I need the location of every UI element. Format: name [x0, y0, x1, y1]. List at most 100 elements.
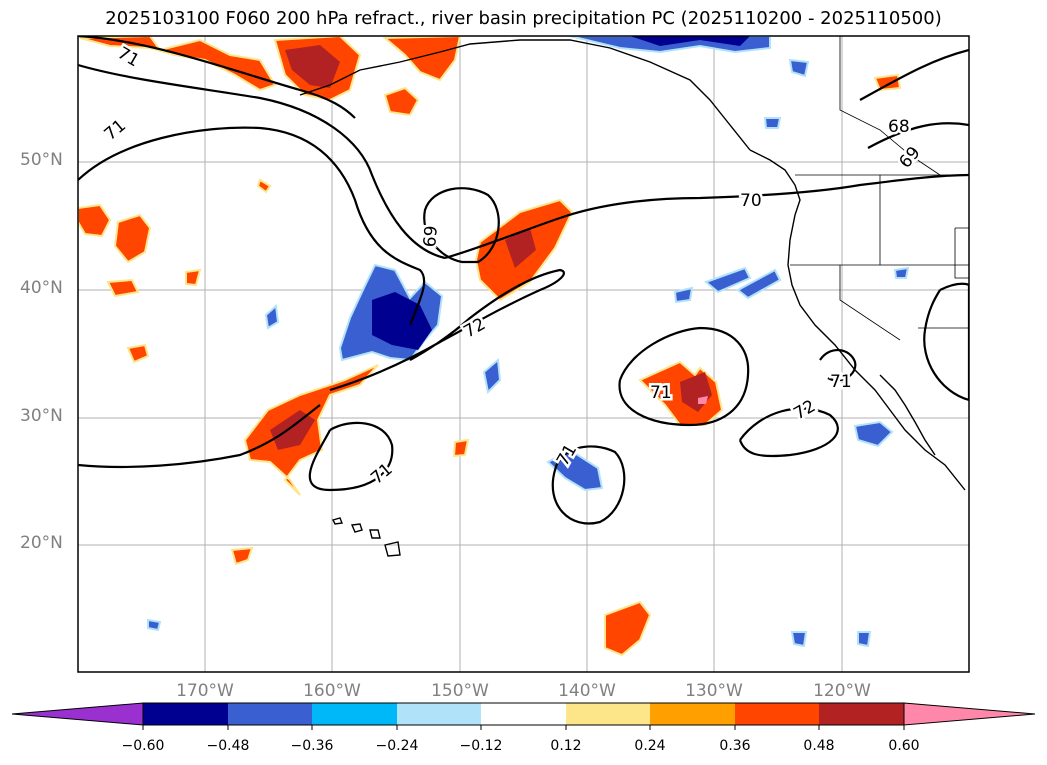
hawaii-islands [331, 517, 401, 557]
map-title: 2025103100 F060 200 hPa refract., river … [105, 8, 942, 29]
patch-pos-west-4 [126, 343, 150, 364]
colorbar-bin [566, 703, 650, 725]
patch-pos-northwest [79, 36, 277, 92]
colorbar-bin [228, 703, 312, 725]
patch-neg-small-2 [264, 303, 280, 330]
coast-alaska [299, 39, 751, 151]
colorbar-bin [312, 703, 397, 725]
contour-label: 68 [888, 117, 910, 137]
contour-69 [423, 187, 500, 264]
contour-72-east [738, 407, 839, 458]
colorbar-bin [735, 703, 819, 725]
coastlines [299, 39, 966, 557]
precip-positive-patches [78, 36, 902, 657]
border-alaska-canada [839, 36, 941, 176]
precip-negative-patches [147, 36, 910, 648]
lon-label-170w: 170°W [176, 681, 234, 701]
colorbar-bin [397, 703, 481, 725]
refractivity-contours [78, 36, 969, 525]
patch-pos-small-6 [185, 268, 202, 287]
patch-neg-small-5 [857, 631, 872, 648]
patch-neg-small-6 [763, 117, 782, 129]
coast-baja [879, 374, 936, 456]
colorbar-tick-label: 0.12 [550, 738, 582, 754]
patch-neg-north-1-dark [630, 36, 750, 46]
lon-label-150w: 150°W [431, 681, 489, 701]
patch-neg-small-1 [482, 357, 502, 395]
contour-label: 72 [790, 396, 819, 424]
contour-71-east [618, 326, 750, 427]
contour-label: 70 [740, 191, 762, 211]
colorbar-extend-left [11, 702, 144, 726]
colorbar-bin [481, 703, 566, 725]
contour-label: 69 [420, 225, 442, 248]
patch-neg-small-3 [788, 58, 810, 78]
lat-label-40n: 40°N [20, 278, 63, 298]
contour-70 [444, 173, 969, 260]
contour-71-north [78, 63, 446, 260]
contour-72 [329, 268, 566, 392]
colorbar-bin [143, 703, 228, 725]
plot-frame [77, 35, 970, 673]
patch-pos-center-north-dark [505, 228, 536, 268]
patch-pos-south-2 [230, 546, 254, 566]
coast-canada-bc [749, 149, 801, 216]
patch-pos-north-center [382, 36, 462, 82]
lat-label-20n: 20°N [20, 533, 63, 553]
colorbar-frame [142, 702, 905, 726]
patch-neg-east-5 [853, 420, 894, 448]
contour-label: 71 [650, 383, 672, 403]
lon-label-160w: 160°W [303, 681, 361, 701]
patch-neg-east-2 [704, 266, 752, 294]
colorbar-tick-label: −0.36 [290, 738, 334, 754]
colorbar-extend-right [903, 702, 1036, 726]
contour-label: 71 [830, 372, 852, 392]
patch-pos-west-2 [113, 213, 152, 264]
lon-label-130w: 130°W [685, 681, 743, 701]
coast-us-west [787, 214, 966, 491]
patch-neg-small-4 [790, 631, 808, 648]
patch-pos-subtropical-w-dark [270, 410, 315, 450]
patch-pos-small-3 [452, 438, 470, 458]
colorbar-tick-label: −0.60 [121, 738, 165, 754]
patch-pos-small-5 [873, 73, 902, 92]
colorbar-tick-label: 0.36 [719, 738, 751, 754]
patch-neg-east-3 [736, 268, 782, 300]
contour-top [78, 36, 356, 119]
contour-71-southcenter [308, 421, 394, 492]
lon-label-120w: 120°W [813, 681, 871, 701]
colorbar [11, 702, 1036, 730]
contour-label: 71 [367, 459, 396, 488]
patch-pos-south-1 [604, 600, 652, 657]
colorbar-tick-label: 0.24 [634, 738, 666, 754]
patch-neg-small-7 [147, 618, 162, 632]
contour-label: 69 [895, 143, 924, 172]
colorbar-tick-label: 0.60 [888, 738, 920, 754]
border-states-2 [839, 265, 901, 341]
patch-neg-small-8 [893, 266, 910, 279]
contour-71-coast [819, 349, 857, 382]
lat-label-30n: 30°N [20, 406, 63, 426]
contour-label: 71 [101, 116, 130, 145]
colorbar-tick-label: −0.12 [459, 738, 503, 754]
patch-pos-small-4 [256, 178, 272, 194]
colorbar-tick-label: 0.48 [803, 738, 835, 754]
patch-pos-west-1 [78, 203, 112, 238]
colorbar-bin [819, 703, 904, 725]
patch-pos-northwest-dark [285, 45, 340, 88]
colorbar-tick-marks [142, 725, 905, 730]
political-borders [790, 36, 969, 341]
patch-pos-subtropical-w [243, 364, 379, 496]
patch-pos-east-blob-pink [698, 396, 708, 404]
contour-71-south-east [551, 445, 626, 525]
patch-pos-small-n [383, 86, 420, 117]
colorbar-bin [650, 703, 735, 725]
gridlines [78, 36, 969, 672]
colorbar-tick-label: −0.24 [375, 738, 419, 754]
contour-69-ne [867, 122, 969, 149]
lon-label-140w: 140°W [558, 681, 616, 701]
patch-pos-west-3 [106, 278, 140, 298]
colorbar-tick-label: −0.48 [206, 738, 250, 754]
contour-71-west [78, 126, 426, 326]
